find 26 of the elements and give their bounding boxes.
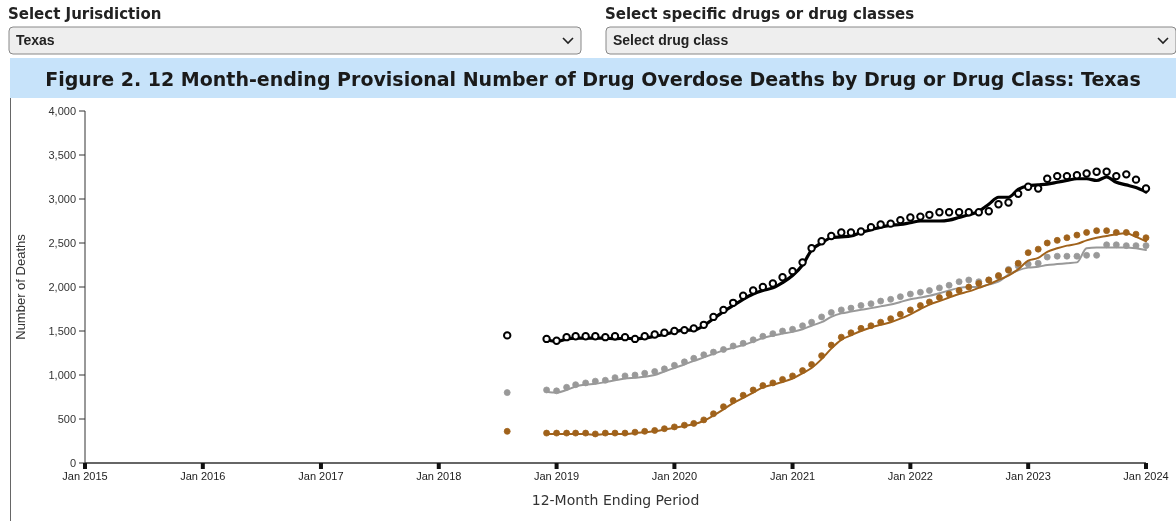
y-tick-label: 1,500: [48, 325, 76, 337]
x-tick-label: Jan 2016: [180, 470, 226, 482]
text: Select drug class: [613, 32, 729, 48]
x-tick-label: Jan 2018: [416, 470, 462, 482]
y-tick-label: 3,000: [48, 193, 76, 205]
y-axis-title: Number of Deaths: [13, 233, 28, 340]
text: Texas: [16, 32, 55, 48]
y-tick-label: 0: [69, 457, 76, 469]
x-axis-title: 12-Month Ending Period: [531, 492, 700, 508]
y-tick-label: 500: [57, 413, 76, 425]
y-tick-label: 3,500: [48, 149, 76, 161]
x-tick-label: Jan 2021: [769, 470, 816, 482]
y-tick-label: 2,000: [48, 281, 76, 293]
x-tick-label: Jan 2019: [533, 470, 580, 482]
y-tick-label: 2,500: [48, 237, 76, 249]
y-tick-label: 1,000: [48, 369, 76, 381]
x-tick-label: Jan 2015: [62, 470, 108, 482]
x-tick-label: Jan 2024: [1123, 470, 1169, 482]
text: Select Jurisdiction: [8, 5, 162, 23]
x-tick-label: Jan 2020: [651, 470, 698, 482]
x-tick-label: Jan 2023: [1005, 470, 1051, 482]
text: Select specific drugs or drug classes: [605, 5, 915, 23]
x-tick-label: Jan 2017: [298, 470, 344, 482]
chart-title: Figure 2. 12 Month-ending Provisional Number of Drug Overdose Deaths by Drug or Drug Class: Texas: [45, 68, 1141, 90]
x-tick-label: Jan 2022: [887, 470, 933, 482]
y-tick-label: 4,000: [48, 105, 76, 117]
